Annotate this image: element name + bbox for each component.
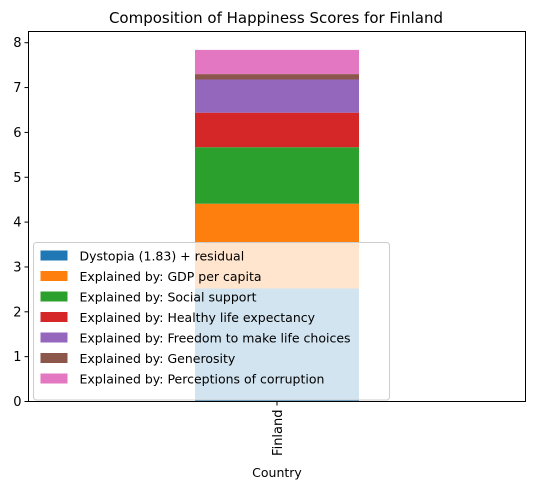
legend-swatch: [40, 373, 68, 384]
y-tick-label: 1: [13, 350, 21, 365]
chart-title: Composition of Happiness Scores for Finl…: [109, 9, 443, 27]
legend-label: Explained by: Generosity: [80, 351, 236, 366]
y-axis: 0 1 2 3 4 5 6 7 8: [13, 36, 29, 410]
legend-swatch: [40, 250, 68, 261]
legend-swatch: [40, 271, 68, 281]
legend-swatch: [40, 312, 68, 322]
legend-label: Explained by: Social support: [80, 290, 257, 305]
legend-label: Explained by: Freedom to make life choic…: [80, 331, 351, 346]
legend: Dystopia (1.83) + residual Explained by: …: [33, 242, 390, 401]
legend-box: [33, 242, 390, 401]
legend-label: Explained by: GDP per capita: [80, 269, 262, 284]
legend-label: Dystopia (1.83) + residual: [80, 249, 245, 264]
y-tick-label: 8: [13, 36, 21, 51]
legend-label: Explained by: Healthy life expectancy: [80, 310, 316, 325]
legend-swatch: [40, 353, 68, 363]
legend-swatch: [40, 332, 68, 343]
y-tick-label: 2: [13, 305, 21, 320]
bar-segment-3: [194, 147, 360, 204]
y-tick-label: 0: [13, 395, 21, 410]
y-tick-label: 7: [13, 81, 21, 96]
bar-segment-4: [194, 112, 360, 148]
y-tick-label: 6: [13, 126, 21, 141]
y-tick-label: 4: [13, 216, 21, 231]
x-axis-label: Country: [252, 465, 302, 480]
bar-segment-5: [194, 79, 360, 113]
y-tick-label: 5: [13, 171, 21, 186]
legend-swatch: [40, 291, 68, 302]
y-tick-label: 3: [13, 260, 21, 275]
x-tick-label: Finland: [271, 410, 286, 456]
bar-segment-7: [194, 49, 360, 75]
x-axis: Finland: [271, 401, 286, 456]
bar-segment-6: [194, 74, 360, 80]
legend-label: Explained by: Perceptions of corruption: [80, 372, 325, 387]
